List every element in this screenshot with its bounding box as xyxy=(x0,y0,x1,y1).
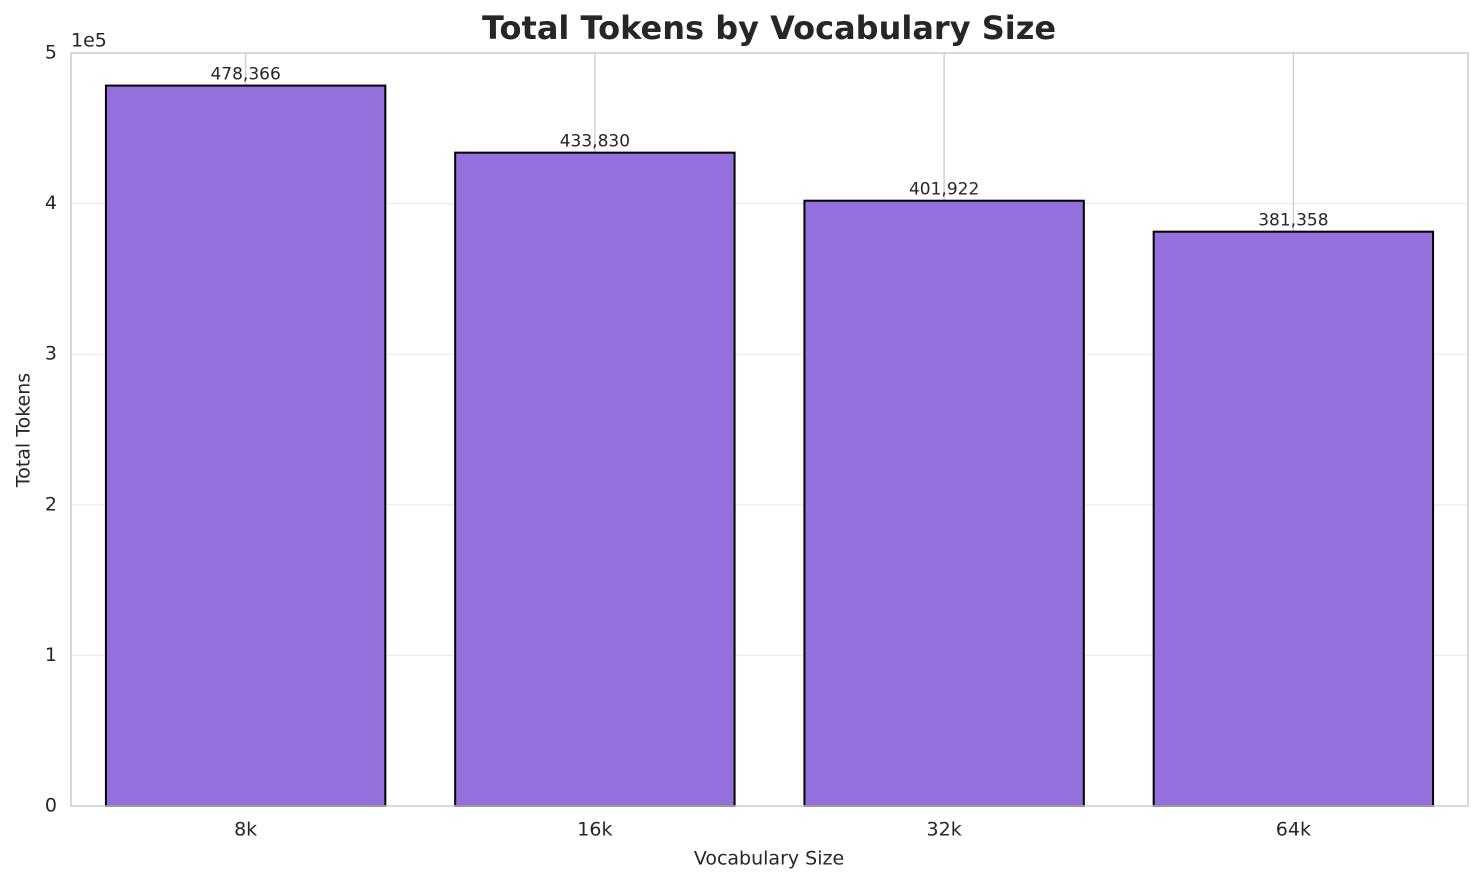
y-offset-label: 1e5 xyxy=(71,30,107,52)
value-label: 401,922 xyxy=(909,180,979,200)
value-label: 433,830 xyxy=(560,132,630,152)
y-tick-label: 3 xyxy=(45,343,57,365)
y-tick-label: 4 xyxy=(45,192,57,214)
value-label: 381,358 xyxy=(1258,211,1328,231)
bar xyxy=(1152,230,1435,807)
chart-title: Total Tokens by Vocabulary Size xyxy=(482,9,1056,47)
bar xyxy=(454,151,736,807)
bar xyxy=(803,199,1085,808)
x-tick-label: 32k xyxy=(927,819,962,841)
x-tick-label: 8k xyxy=(234,819,257,841)
x-axis-label: Vocabulary Size xyxy=(694,848,844,870)
y-tick-label: 1 xyxy=(45,644,57,666)
value-label: 478,366 xyxy=(210,65,280,85)
x-tick-label: 64k xyxy=(1276,819,1311,841)
y-tick-label: 0 xyxy=(45,795,57,817)
plot-frame xyxy=(70,52,1469,807)
x-tick-label: 16k xyxy=(577,819,612,841)
y-axis-label: Total Tokens xyxy=(13,373,35,488)
bar xyxy=(104,84,387,807)
y-tick-label: 2 xyxy=(45,493,57,515)
y-tick-label: 5 xyxy=(45,42,57,64)
